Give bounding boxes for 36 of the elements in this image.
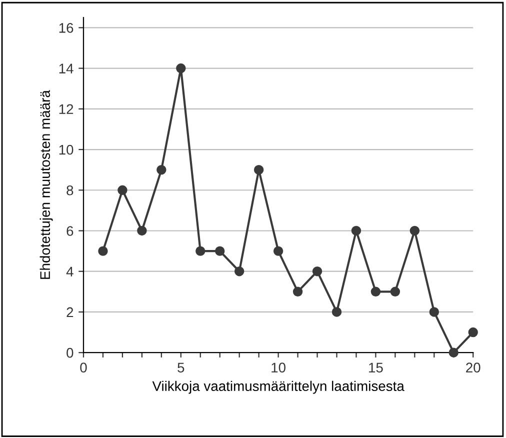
point bbox=[254, 164, 264, 175]
y-axis-title: Ehdotettujen muutosten määrä bbox=[40, 90, 53, 279]
point bbox=[137, 226, 147, 236]
point bbox=[468, 327, 478, 338]
x-tick-label: 15 bbox=[369, 362, 383, 373]
point bbox=[448, 348, 458, 358]
point bbox=[429, 307, 440, 317]
point bbox=[273, 246, 284, 256]
point bbox=[234, 266, 244, 276]
point bbox=[410, 226, 420, 236]
y-tick-label: 0 bbox=[66, 348, 74, 358]
x-tick-label: 10 bbox=[272, 362, 286, 373]
y-tick-label: 8 bbox=[66, 185, 74, 196]
y-tick-label: 10 bbox=[59, 144, 74, 155]
point bbox=[176, 63, 186, 74]
y-tick-label: 12 bbox=[59, 104, 74, 114]
y-tick-label: 6 bbox=[66, 226, 74, 236]
y-tick-label: 4 bbox=[66, 266, 74, 276]
x-tick-label: 20 bbox=[466, 362, 480, 373]
point bbox=[332, 307, 342, 317]
point bbox=[351, 226, 362, 236]
x-axis-title: Viikkoja vaatimusmäärittelyn laatimisesta bbox=[152, 380, 404, 394]
point bbox=[118, 185, 128, 195]
point bbox=[98, 246, 108, 256]
point bbox=[312, 266, 322, 276]
point bbox=[214, 246, 225, 256]
point bbox=[196, 246, 206, 256]
y-tick-label: 2 bbox=[66, 307, 74, 318]
y-tick-label: 14 bbox=[59, 64, 74, 74]
point bbox=[156, 164, 166, 175]
point bbox=[370, 286, 381, 297]
y-tick-label: 16 bbox=[59, 23, 74, 33]
x-tick-label: 5 bbox=[178, 362, 184, 373]
x-tick-label: 0 bbox=[80, 362, 87, 373]
point bbox=[390, 286, 400, 297]
point bbox=[292, 286, 303, 297]
